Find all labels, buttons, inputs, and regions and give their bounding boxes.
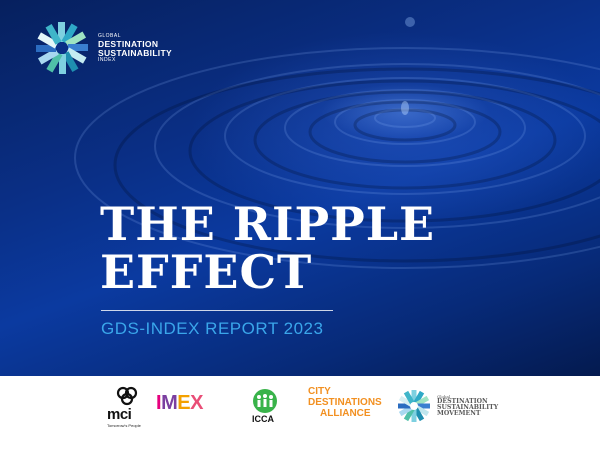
mci-knot-icon (116, 386, 138, 406)
brand-line-index: INDEX (98, 56, 116, 63)
brand-line-destination: DESTINATION (98, 38, 159, 49)
cda-line-2: DESTINATIONS (308, 397, 382, 408)
cda-line-3: ALLIANCE (320, 408, 371, 419)
cda-line-1: CITY (308, 386, 331, 397)
report-subtitle: GDS-INDEX REPORT 2023 (101, 319, 324, 338)
pinwheel-logo-icon (36, 22, 88, 74)
icca-people-icon (253, 389, 277, 413)
dsm-line-sustainability: SUSTAINABILITY (437, 403, 499, 411)
report-title: THE RIPPLE EFFECT (100, 200, 435, 296)
dsm-line-movement: MOVEMENT (437, 410, 481, 418)
icca-logo: ICCA (252, 388, 284, 424)
city-destinations-alliance-logo: CITY DESTINATIONS ALLIANCE (308, 386, 382, 419)
imex-logo: IMEX (156, 392, 203, 415)
brand-line-sustainability: SUSTAINABILITY (98, 48, 172, 58)
imex-letter-e: E (177, 392, 191, 414)
dsm-line-destination: DESTINATION (437, 397, 488, 405)
title-line-1: THE RIPPLE (100, 197, 436, 251)
mci-name: mci (107, 406, 132, 423)
mci-logo: mci Tomorrow's People (107, 386, 149, 428)
imex-letter-i: I (156, 392, 162, 414)
pinwheel-logo-icon (398, 390, 430, 422)
imex-letter-m: M (161, 392, 178, 414)
icca-name: ICCA (252, 414, 274, 424)
dsm-line-global: Global (437, 393, 451, 399)
water-ripples-background (74, 17, 600, 269)
partner-logos-bar: mci Tomorrow's People IMEX ICCA CITY DES… (0, 376, 600, 450)
imex-letter-x: X (190, 392, 203, 414)
title-divider (101, 310, 333, 311)
title-line-2: EFFECT (100, 245, 313, 299)
brand-line-global: GLOBAL (98, 32, 122, 39)
gds-index-logo: GLOBAL DESTINATION SUSTAINABILITY INDEX (32, 20, 172, 76)
gds-movement-logo: Global DESTINATION SUSTAINABILITY MOVEME… (395, 388, 498, 424)
cover-hero: GLOBAL DESTINATION SUSTAINABILITY INDEX … (0, 0, 600, 376)
mci-tagline: Tomorrow's People (107, 423, 141, 428)
